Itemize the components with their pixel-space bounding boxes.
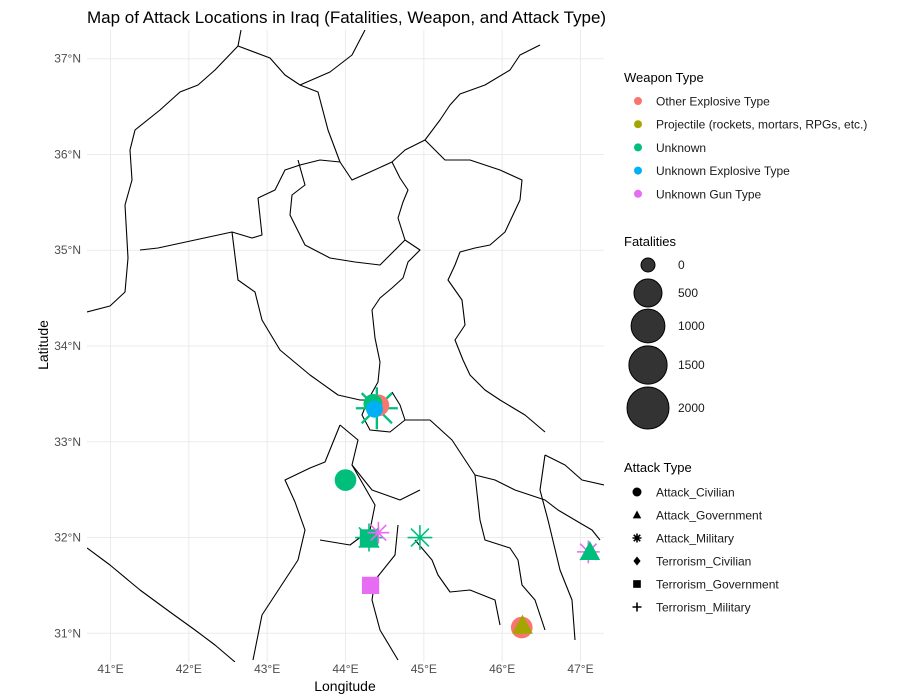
data-point bbox=[367, 521, 390, 544]
weapon-legend-label: Unknown bbox=[656, 141, 706, 155]
attack-legend-label: Attack_Civilian bbox=[656, 486, 735, 500]
y-tick-label: 36°N bbox=[54, 147, 81, 161]
y-tick-label: 31°N bbox=[54, 626, 81, 640]
data-points bbox=[334, 387, 601, 639]
x-axis-ticks: 41°E 42°E 43°E 44°E 45°E 46°E 47°E bbox=[97, 662, 593, 676]
data-point bbox=[407, 525, 433, 550]
border-southwest bbox=[87, 547, 236, 662]
y-axis-label: Latitude bbox=[35, 320, 51, 370]
data-point bbox=[366, 400, 383, 418]
fatalities-legend-label: 1500 bbox=[678, 358, 705, 372]
weapon-legend-key bbox=[634, 166, 642, 175]
y-axis-ticks: 31°N 32°N 33°N 34°N 35°N 36°N 37°N bbox=[54, 52, 81, 641]
attack-legend-key bbox=[632, 533, 642, 543]
y-tick-label: 33°N bbox=[54, 435, 81, 449]
border-erbil-east bbox=[424, 139, 546, 433]
border-maysan bbox=[539, 454, 576, 641]
border-kirkuk bbox=[289, 159, 406, 266]
attack-legend-key bbox=[632, 487, 642, 497]
x-tick-label: 42°E bbox=[176, 662, 202, 676]
weapon-legend-key bbox=[634, 97, 642, 105]
fatalities-legend-label: 0 bbox=[678, 258, 685, 272]
x-tick-label: 47°E bbox=[567, 662, 593, 676]
x-tick-label: 44°E bbox=[332, 662, 358, 676]
border-ninawa-inner bbox=[257, 159, 341, 199]
attack-legend-key bbox=[633, 580, 641, 588]
axes: 41°E 42°E 43°E 44°E 45°E 46°E 47°E 31°N 32°N 33°… bbox=[35, 52, 594, 694]
border-wasit bbox=[405, 419, 601, 541]
border-dhiqar-east bbox=[474, 474, 546, 631]
fatalities-legend-key bbox=[633, 278, 663, 308]
x-tick-label: 41°E bbox=[97, 662, 123, 676]
border-babil-north bbox=[339, 424, 421, 501]
fatalities-legend-label: 2000 bbox=[678, 401, 705, 415]
data-point bbox=[579, 541, 601, 561]
y-tick-label: 37°N bbox=[54, 52, 81, 66]
border-dhiqar-west bbox=[414, 539, 501, 626]
border-ninawa-south bbox=[139, 197, 263, 251]
fatalities-legend-key bbox=[640, 257, 656, 273]
border-anbar-south bbox=[252, 424, 341, 661]
fatalities-legend-key bbox=[630, 308, 666, 344]
x-tick-label: 43°E bbox=[254, 662, 280, 676]
legend: Weapon Type Other Explosive Type Projecti… bbox=[624, 70, 867, 615]
border-maysan-east bbox=[544, 454, 604, 486]
weapon-legend-key bbox=[634, 189, 642, 198]
weapon-legend-title: Weapon Type bbox=[624, 70, 704, 85]
data-point bbox=[359, 529, 379, 548]
border-dohuk-erbil bbox=[299, 44, 541, 181]
weapon-legend-label: Unknown Explosive Type bbox=[656, 164, 790, 178]
weapon-legend-label: Other Explosive Type bbox=[656, 95, 770, 109]
attack-legend-key bbox=[633, 556, 641, 566]
attack-legend-label: Terrorism_Military bbox=[656, 601, 751, 615]
border-north bbox=[87, 30, 242, 313]
fatalities-legend-label: 500 bbox=[678, 286, 698, 300]
weapon-legend-label: Unknown Gun Type bbox=[656, 187, 762, 201]
attack-legend-title: Attack Type bbox=[624, 460, 692, 475]
data-point bbox=[334, 469, 357, 491]
border-anbar-north bbox=[231, 231, 368, 401]
x-tick-label: 45°E bbox=[411, 662, 437, 676]
attack-legend-label: Attack_Military bbox=[656, 532, 734, 546]
attack-legend-key bbox=[632, 510, 642, 519]
y-tick-label: 34°N bbox=[54, 339, 81, 353]
fatalities-legend-key bbox=[626, 386, 670, 430]
y-tick-label: 35°N bbox=[54, 243, 81, 257]
fatalities-legend-label: 1000 bbox=[678, 319, 705, 333]
attack-legend-label: Attack_Government bbox=[656, 509, 763, 523]
chart-title: Map of Attack Locations in Iraq (Fatalit… bbox=[87, 8, 606, 27]
weapon-legend-key bbox=[634, 143, 642, 152]
attack-legend-label: Terrorism_Civilian bbox=[656, 555, 751, 569]
attack-legend-key bbox=[632, 602, 642, 612]
y-tick-label: 32°N bbox=[54, 531, 81, 545]
weapon-legend-key bbox=[634, 120, 642, 129]
x-tick-label: 46°E bbox=[489, 662, 515, 676]
fatalities-legend-key bbox=[628, 345, 668, 385]
x-axis-label: Longitude bbox=[314, 678, 376, 694]
fatalities-legend-title: Fatalities bbox=[624, 234, 677, 249]
data-point bbox=[361, 576, 380, 595]
grid bbox=[87, 30, 604, 662]
attack-legend-items: Attack_Civilian Attack_Government Attack_M… bbox=[632, 486, 779, 615]
border-salahaddin bbox=[367, 161, 421, 401]
attack-legend-label: Terrorism_Government bbox=[656, 578, 779, 592]
data-point bbox=[512, 614, 533, 634]
weapon-legend-label: Projectile (rockets, mortars, RPGs, etc.… bbox=[656, 118, 867, 132]
fatalities-legend-items: 0 500 1000 1500 2000 bbox=[626, 257, 705, 430]
border-baghdad bbox=[361, 391, 406, 433]
weapon-legend-items: Other Explosive Type Projectile (rockets,… bbox=[634, 95, 867, 201]
map-borders bbox=[87, 30, 604, 662]
